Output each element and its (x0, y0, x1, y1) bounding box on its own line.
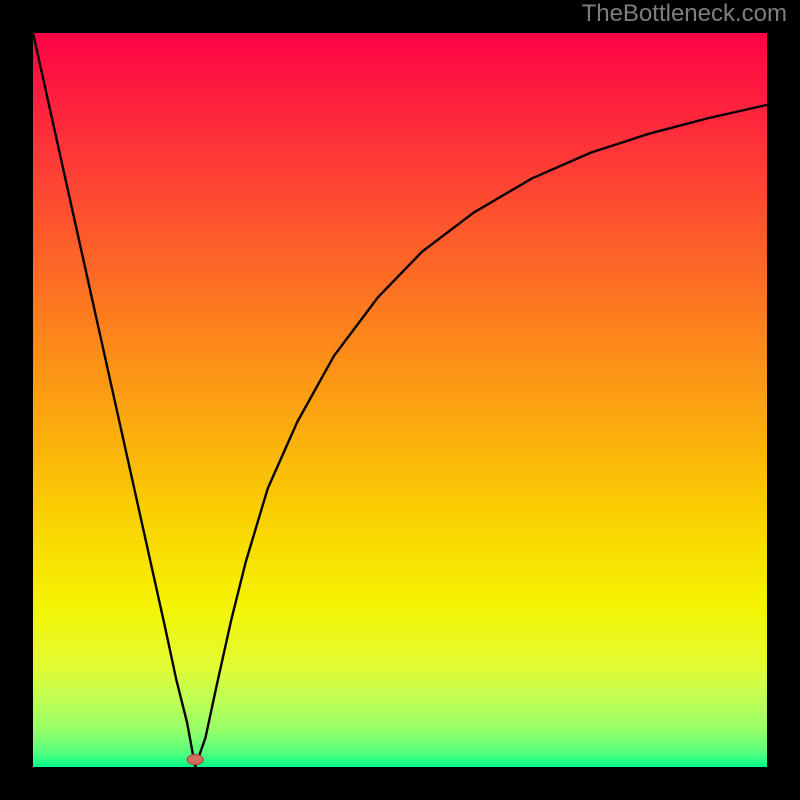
gradient-background (33, 33, 767, 767)
chart-svg (33, 33, 767, 767)
optimal-point-marker (187, 755, 203, 765)
bottleneck-chart: TheBottleneck.com (0, 0, 800, 800)
plot-area (33, 33, 767, 767)
attribution-label: TheBottleneck.com (582, 0, 787, 28)
